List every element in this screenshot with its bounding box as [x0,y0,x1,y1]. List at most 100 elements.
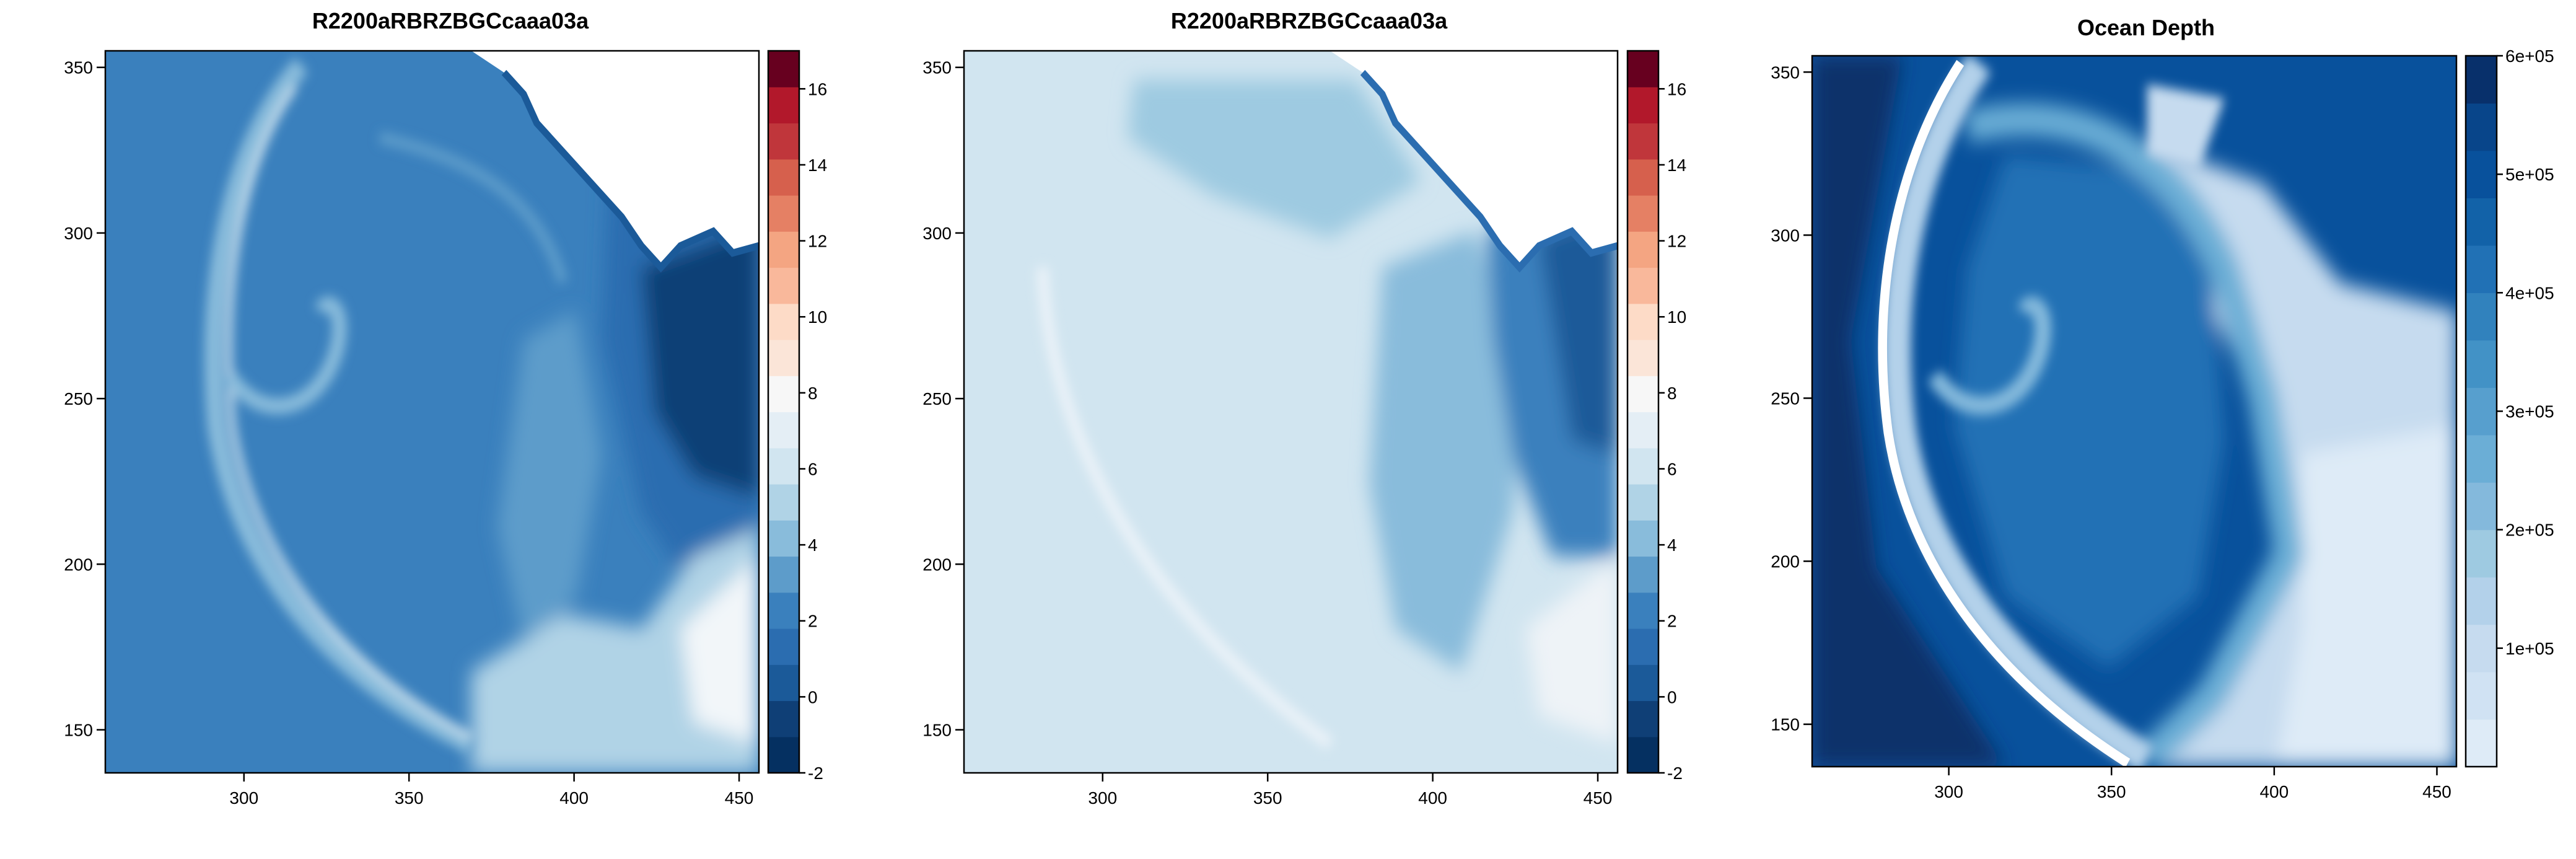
panel-3-colorbar-swatch [2466,198,2497,246]
panel-1-colorbar-tick-label: 8 [808,384,818,403]
panel-3-colorbar-tick-label: 6e+05 [2505,46,2554,66]
panel-1-colorbar: -2 0 2 4 6 8 10 12 14 16 [767,50,827,783]
panel-3-colorbar-swatch [2466,434,2497,483]
panel-2-colorbar-swatch [1628,231,1658,268]
panel-1-colorbar-swatch [768,628,799,665]
panel-1-x-tick-label: 300 [229,788,258,808]
panel-1-colorbar-swatch [768,340,799,376]
panel-1-y-tick-label: 250 [64,389,93,408]
panel-1-x-axis: 300 350 400 450 [229,773,753,808]
panel-2-plot-frame [963,50,1619,774]
panel-3-colorbar-swatch [2466,719,2497,767]
panel-1-colorbar-swatch [768,376,799,413]
panel-1-central-band [497,311,602,643]
panel-2-x-axis: 300 350 400 450 [1088,773,1612,808]
panel-2-colorbar-swatch [1628,447,1658,485]
panel-1-colorbar-swatch [768,87,799,124]
panel-1-colorbar-swatch [768,123,799,160]
panel-3-colorbar-tick-label: 1e+05 [2505,639,2554,658]
panel-1-colorbar-swatch [768,447,799,485]
panel-1-x-tick-label: 400 [559,788,589,808]
panel-3-colorbar-swatch [2466,293,2497,341]
panel-1-colorbar-swatch [768,159,799,196]
panel-1-colorbar-tick-label: -2 [808,764,823,783]
panel-3-colorbar-swatch [2466,150,2497,198]
panel-3-y-tick-label: 150 [1771,715,1800,734]
panel-3-colorbar-swatch [2466,624,2497,672]
panel-3-colorbar: 1e+05 2e+05 3e+05 4e+05 5e+05 6e+05 [2464,46,2554,768]
panel-1-title: R2200aRBRZBGCcaaa03a [312,8,589,33]
panel-3-colorbar-swatch [2466,245,2497,293]
panel-1-colorbar-tick-label: 0 [808,687,818,707]
panel-2-x-tick-label: 300 [1088,788,1117,808]
panel-2-y-tick-label: 250 [922,389,952,408]
panel-2-y-tick-label: 350 [922,58,952,77]
panel-3-north-light-patch [2147,84,2225,170]
panel-1-colorbar-swatch [768,520,799,557]
panel-1-southeast-white [680,556,759,744]
panel-3-x-tick-label: 450 [2422,782,2451,801]
panel-1-colorbar-swatch [768,267,799,304]
panel-3-colorbar-tick-label: 4e+05 [2505,283,2554,302]
panel-2-title: R2200aRBRZBGCcaaa03a [1171,8,1448,33]
panel-3-y-tick-label: 250 [1771,389,1800,408]
panel-3-x-tick-label: 300 [1934,782,1963,801]
panel-2-colorbar-tick-label: 0 [1667,687,1677,707]
panel-2-y-tick-label: 150 [922,721,952,740]
panel-3-basin-mid [1953,155,2225,667]
panel-1-y-axis: 150 200 250 300 350 [64,58,105,740]
panel-1-east-darkest [641,224,759,499]
panel-3-trench-white [1878,59,2131,767]
panel-1-arc-ridge [204,58,475,754]
panel-3-west-abyss [1812,56,2005,767]
panel-1-colorbar-swatch [768,592,799,629]
panel-3-colorbar-tick-label: 2e+05 [2505,521,2554,540]
panel-2-y-tick-label: 300 [922,224,952,243]
panel-2-east-slope [1369,231,1527,672]
panel-2-y-tick-label: 200 [922,555,952,574]
panel-2-colorbar-tick-label: 6 [1667,459,1677,478]
panel-2-colorbar-tick-label: 10 [1667,307,1686,327]
panel-2-colorbar-tick-label: 12 [1667,232,1686,251]
panel-2-colorbar-swatch [1628,484,1658,521]
panel-3-colorbar-swatch [2466,577,2497,625]
panel-3-map [1812,56,2456,767]
panel-2-colorbar-swatch [1628,195,1658,232]
panel-1-colorbar-tick-label: 10 [808,307,827,327]
panel-1-colorbar-swatch [768,231,799,268]
panel-2-colorbar-swatch [1628,520,1658,557]
panel-2-x-tick-label: 450 [1584,788,1613,808]
panel-1-colorbar-tick-label: 16 [808,79,827,99]
panel-3-colorbar-swatch [2466,103,2497,151]
panel-2-colorbar-tick-label: 8 [1667,384,1677,403]
panel-1-colorbar-tick-label: 6 [808,459,818,478]
panel-2-land-mask [1330,51,1618,268]
panel-2-east-darkest [1539,209,1618,456]
panel-1-x-tick-label: 450 [725,788,754,808]
panel-2-colorbar-tick-label: 2 [1667,612,1677,631]
panel-2-colorbar-swatch [1628,303,1658,340]
panel-3-y-axis: 150 200 250 300 350 [1771,63,1812,734]
panel-3-y-tick-label: 350 [1771,63,1800,82]
panel-2-x-tick-label: 350 [1253,788,1282,808]
panel-2-north-shelf [1127,79,1422,239]
panel-2-colorbar-swatch [1628,159,1658,196]
panel-3-colorbar-swatch [2466,482,2497,531]
panel-2-colorbar-swatch [1628,736,1658,773]
panel-1-x-tick-label: 350 [395,788,424,808]
panel-3-x-tick-label: 350 [2097,782,2126,801]
panel-3-colorbar-swatch [2466,56,2497,104]
panel-1-map [105,51,759,773]
panel-2-colorbar: -2 0 2 4 6 8 10 12 14 16 [1626,50,1686,783]
panel-1-colorbar-swatch [768,664,799,702]
panel-1-colorbar-swatch [768,484,799,521]
panel-2-colorbar-swatch [1628,664,1658,702]
panel-1-coast-edge [501,69,759,273]
panel-1-hook-eddy [224,296,347,415]
panel-3-colorbar-swatch [2466,387,2497,436]
panel-3-shelf-lightest [2276,425,2456,767]
panel-3-y-tick-label: 300 [1771,226,1800,245]
panel-2-colorbar-swatch [1628,267,1658,304]
panel-2-colorbar-tick-label: 16 [1667,79,1686,99]
